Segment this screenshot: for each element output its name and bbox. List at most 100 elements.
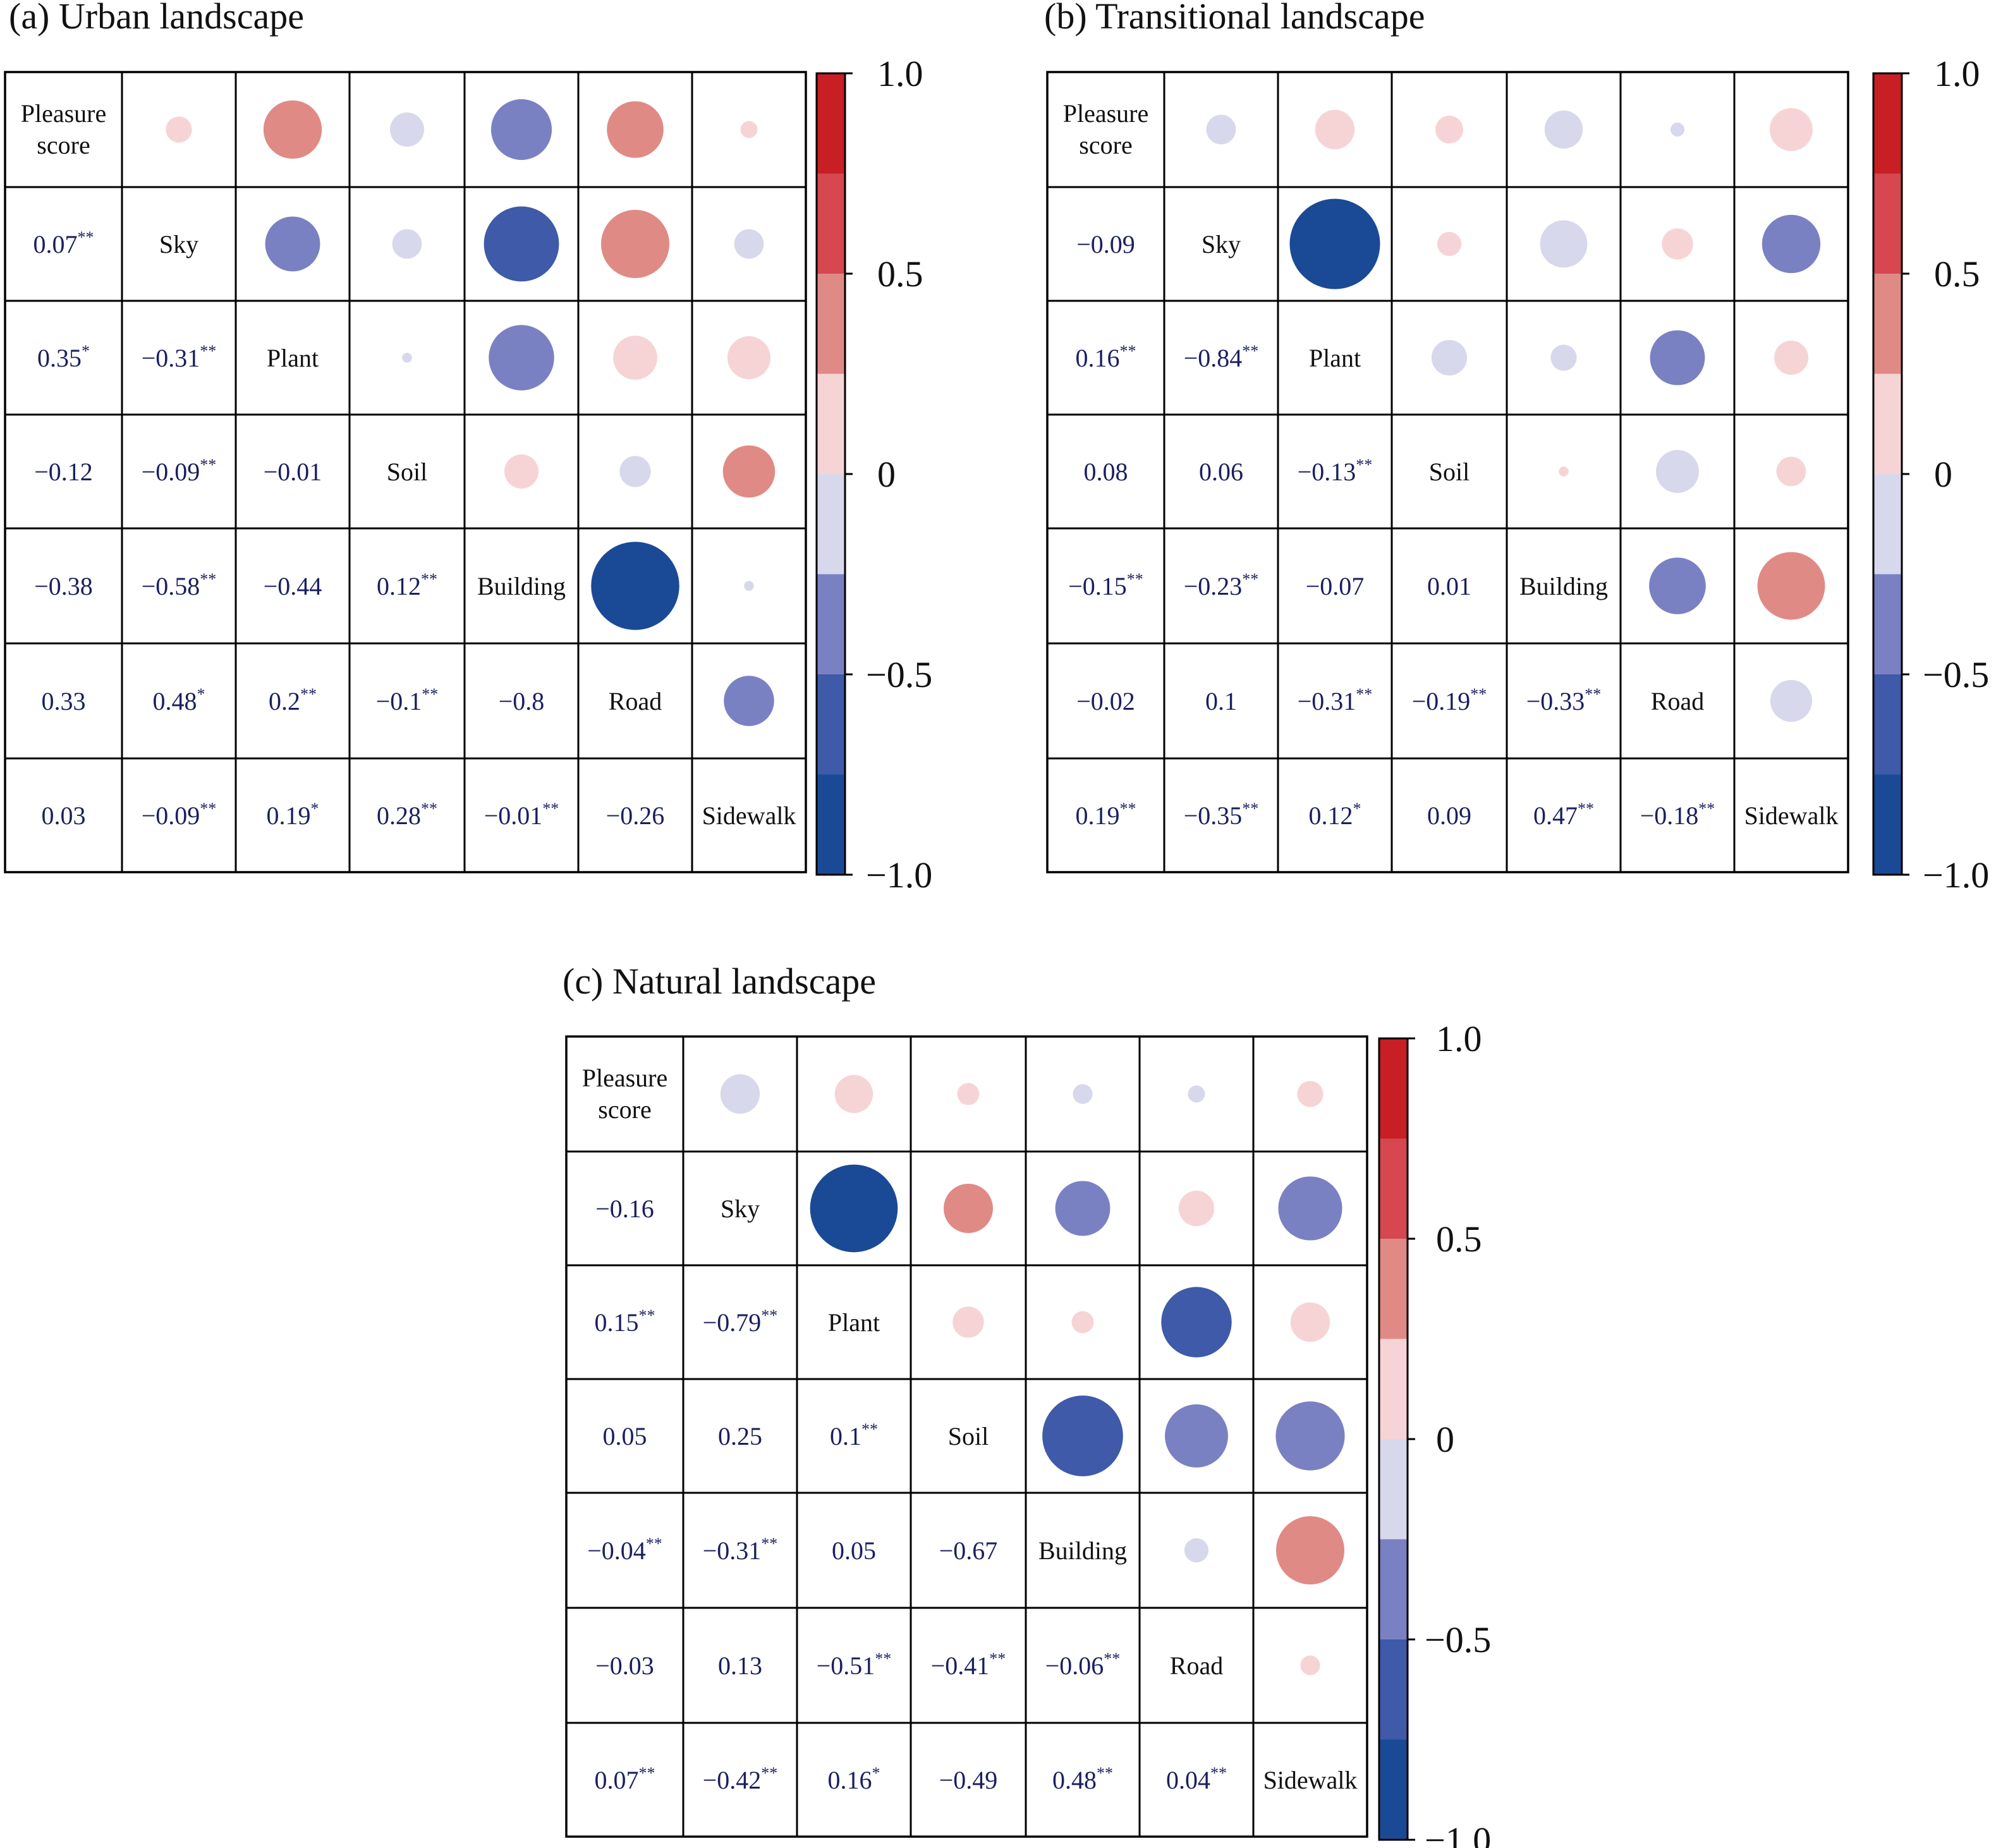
coefficient-label: 0.04** bbox=[1166, 1764, 1227, 1794]
correlation-circle bbox=[619, 456, 651, 487]
variable-label: Pleasure score bbox=[1063, 99, 1149, 159]
coefficient-label: 0.19** bbox=[1076, 799, 1136, 830]
variable-label: Road bbox=[609, 687, 662, 715]
correlation-circle bbox=[591, 542, 679, 630]
variable-label: Road bbox=[1651, 687, 1704, 715]
coefficient-label: 0.12* bbox=[1309, 799, 1361, 830]
coefficient-label: −0.38 bbox=[34, 572, 93, 600]
coefficient-label: 0.48* bbox=[153, 685, 205, 715]
coefficient-label: −0.06** bbox=[1045, 1650, 1121, 1680]
colorbar-segment bbox=[1873, 173, 1902, 274]
coefficient-label: 0.1** bbox=[830, 1420, 878, 1450]
correlation-circle bbox=[489, 325, 554, 391]
coefficient-label: −0.58** bbox=[142, 570, 217, 600]
coefficient-label: 0.25 bbox=[718, 1422, 762, 1450]
coefficient-label: −0.23** bbox=[1184, 570, 1259, 600]
coefficient-label: −0.84** bbox=[1184, 342, 1259, 372]
correlation-circle bbox=[1188, 1085, 1205, 1103]
variable-label: Sidewalk bbox=[1263, 1766, 1358, 1794]
variable-label: Sidewalk bbox=[1744, 801, 1839, 830]
correlation-circle bbox=[1550, 344, 1577, 371]
correlation-circle bbox=[1656, 450, 1699, 493]
colorbar-tick-label: 0.5 bbox=[877, 253, 923, 295]
coefficient-label: −0.09** bbox=[142, 799, 217, 830]
grid-frame bbox=[4, 71, 807, 873]
colorbar-segment bbox=[817, 274, 845, 374]
variable-label: Sky bbox=[721, 1195, 760, 1223]
colorbar-segment bbox=[817, 674, 845, 775]
colorbar-segment bbox=[817, 374, 845, 475]
coefficient-label: 0.12** bbox=[377, 570, 437, 600]
correlation-circle bbox=[744, 581, 754, 591]
variable-label: Building bbox=[477, 572, 566, 600]
coefficient-label: 0.33 bbox=[42, 687, 86, 715]
coefficient-label: −0.44 bbox=[264, 572, 322, 600]
coefficient-label: −0.09** bbox=[142, 456, 217, 486]
coefficient-label: 0.15** bbox=[595, 1306, 655, 1337]
coefficient-label: −0.18** bbox=[1640, 799, 1715, 830]
coefficient-label: −0.09 bbox=[1076, 230, 1135, 258]
colorbar-segment bbox=[1379, 1639, 1408, 1740]
coefficient-label: 0.19* bbox=[267, 799, 319, 830]
colorbar-segment bbox=[1379, 1339, 1408, 1440]
colorbar-segment bbox=[1379, 1439, 1408, 1540]
colorbar-tick-label: 1.0 bbox=[877, 53, 923, 94]
colorbar-segment bbox=[1379, 1539, 1408, 1640]
variable-label: Soil bbox=[948, 1422, 989, 1450]
coefficient-label: −0.12 bbox=[34, 458, 93, 486]
panel-a: (a) Urban landscape Pleasure score 0.07** Sk… bbox=[4, 0, 932, 896]
variable-label: Sky bbox=[159, 230, 198, 258]
colorbar-tick-label: −1.0 bbox=[866, 854, 932, 896]
correlation-circle bbox=[1540, 220, 1588, 268]
colorbar-segment bbox=[1379, 1239, 1408, 1339]
panel-c: (c) Natural landscape Pleasure score −0.16 S… bbox=[563, 961, 1491, 1848]
coefficient-label: −0.79** bbox=[703, 1306, 778, 1337]
colorbar-tick-label: 1.0 bbox=[1436, 1018, 1482, 1059]
coefficient-label: −0.26 bbox=[606, 801, 665, 830]
colorbar-tick-label: −1.0 bbox=[1923, 854, 1989, 896]
correlation-circle bbox=[1435, 115, 1464, 144]
coefficient-label: 0.05 bbox=[603, 1422, 647, 1450]
correlation-circle bbox=[834, 1074, 873, 1114]
correlation-circle bbox=[727, 336, 770, 379]
coefficient-label: 0.1 bbox=[1205, 687, 1237, 715]
correlation-circle bbox=[1161, 1287, 1232, 1358]
variable-label: Pleasure score bbox=[21, 99, 107, 159]
colorbar-tick-label: 0 bbox=[1436, 1419, 1454, 1460]
correlation-circle bbox=[1073, 1084, 1093, 1104]
coefficient-label: 0.05 bbox=[832, 1536, 876, 1565]
coefficient-label: 0.48** bbox=[1052, 1764, 1113, 1794]
colorbar-segment bbox=[1873, 374, 1902, 475]
coefficient-label: 0.2** bbox=[269, 685, 317, 715]
correlation-circle bbox=[1774, 340, 1809, 375]
correlation-circle bbox=[1650, 330, 1705, 386]
colorbar-segment bbox=[1873, 574, 1902, 675]
correlation-circle bbox=[734, 229, 764, 259]
variable-label: Plant bbox=[828, 1308, 880, 1337]
correlation-circle bbox=[1670, 122, 1685, 137]
correlation-circle bbox=[722, 445, 776, 498]
correlation-circle bbox=[1437, 231, 1462, 257]
correlation-circle bbox=[1776, 456, 1806, 487]
colorbar-segment bbox=[1379, 1138, 1408, 1239]
correlation-circle bbox=[166, 116, 192, 143]
colorbar-tick-label: 0 bbox=[1934, 454, 1952, 495]
coefficient-label: −0.42** bbox=[703, 1764, 778, 1794]
coefficient-label: −0.41** bbox=[931, 1650, 1006, 1680]
coefficient-label: 0.28** bbox=[377, 799, 437, 830]
coefficient-label: −0.51** bbox=[817, 1650, 892, 1680]
colorbar: 1.0 0.5 0 −0.5 −1.0 bbox=[1378, 1018, 1491, 1848]
coefficient-label: 0.09 bbox=[1427, 801, 1471, 830]
correlation-circle bbox=[1290, 1302, 1330, 1342]
coefficient-label: −0.01** bbox=[484, 799, 559, 830]
correlation-circle bbox=[1431, 339, 1468, 376]
colorbar-segment bbox=[817, 173, 845, 274]
correlation-circle bbox=[1559, 466, 1569, 477]
correlation-circle bbox=[484, 206, 559, 282]
correlation-circle bbox=[490, 99, 552, 161]
colorbar-segment bbox=[817, 774, 845, 875]
variable-label: Road bbox=[1170, 1651, 1223, 1680]
coefficient-label: 0.16* bbox=[828, 1764, 880, 1794]
coefficient-label: −0.07 bbox=[1306, 572, 1365, 600]
